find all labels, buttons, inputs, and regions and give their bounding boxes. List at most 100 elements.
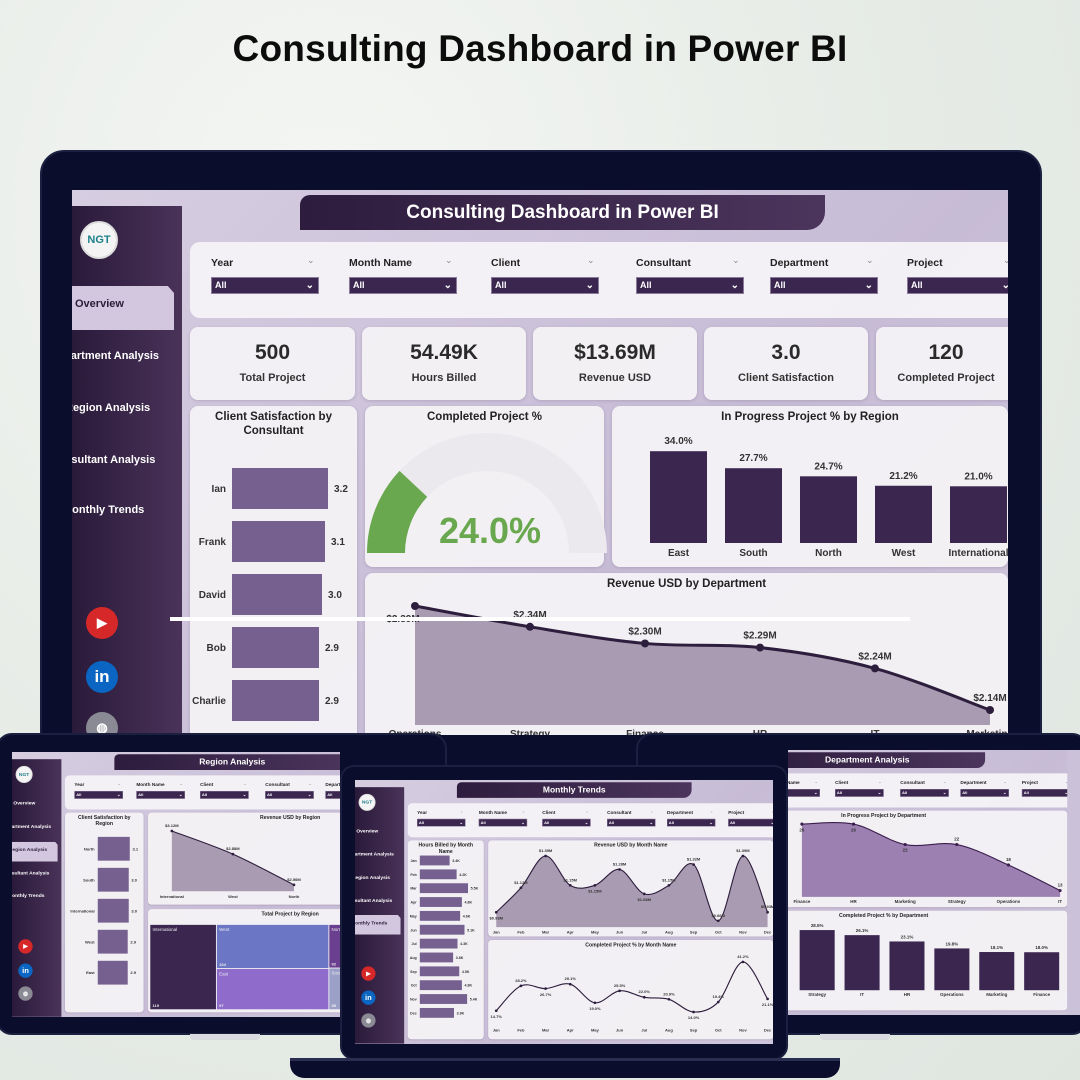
filter-dropdown-client[interactable]: All ⌄: [835, 789, 884, 797]
filter-dropdown-month-name[interactable]: All⌄: [788, 789, 820, 797]
chevron-down-icon: ⌄: [1001, 280, 1008, 291]
sidebar-item-monthly-trends[interactable]: Monthly Trends: [355, 920, 388, 926]
sidebar-item-consultant-analysis[interactable]: Consultant Analysis: [12, 870, 50, 876]
category-label: Feb: [517, 929, 525, 934]
category-label: Jan: [411, 859, 417, 863]
filter-collapse-icon[interactable]: ⌄: [771, 809, 773, 814]
category-label: HR: [850, 899, 857, 904]
category-label: Operations: [389, 729, 442, 735]
filter-dropdown-year[interactable]: All ⌄: [211, 277, 319, 294]
category-label: May: [591, 1028, 600, 1033]
filter-collapse-icon[interactable]: ⌄: [1003, 779, 1007, 784]
sidebar-item-monthly-trends[interactable]: Monthly Trends: [72, 504, 145, 516]
filter-dropdown-client[interactable]: All ⌄: [542, 818, 591, 827]
sidebar: NGT Overview Department Analysis Region Ana…: [355, 787, 405, 1044]
linkedin-icon[interactable]: in: [86, 661, 118, 693]
filter-dropdown-department[interactable]: All⌄: [960, 789, 1009, 797]
data-label: 4.6K: [463, 914, 471, 918]
globe-icon[interactable]: ◍: [18, 986, 33, 1001]
data-point: [526, 622, 534, 631]
filter-dropdown-consultant[interactable]: All ⌄: [900, 789, 949, 797]
filter-dropdown-project[interactable]: All ⌄: [907, 277, 1008, 294]
nav-active-highlight: [12, 841, 58, 862]
filter-dropdown-project[interactable]: All ⌄: [728, 818, 773, 827]
youtube-icon[interactable]: ▶: [361, 966, 376, 981]
filter-dropdown-year[interactable]: All ⌄: [74, 791, 123, 799]
filter-collapse-icon[interactable]: ⌄: [587, 255, 595, 265]
sidebar-item-department-analysis[interactable]: Department Analysis: [12, 823, 52, 830]
data-label: 5.1K: [467, 928, 475, 932]
youtube-icon[interactable]: ▶: [86, 607, 118, 639]
filter-dropdown-consultant[interactable]: All ⌄: [636, 277, 744, 294]
filter-collapse-icon[interactable]: ⌄: [117, 781, 121, 786]
filter-collapse-icon[interactable]: ⌄: [878, 779, 882, 784]
filter-collapse-icon[interactable]: ⌄: [866, 255, 874, 265]
linkedin-icon[interactable]: in: [361, 990, 376, 1005]
gauge-fill: [367, 470, 428, 553]
data-label: $1.15M: [588, 888, 602, 893]
region-analysis-screen: NGT Overview Department Analysis Region Ana…: [12, 752, 340, 1017]
sidebar-item-region-analysis[interactable]: Region Analysis: [12, 847, 48, 853]
filter-collapse-icon[interactable]: ⌄: [732, 255, 740, 265]
filter-collapse-icon[interactable]: ⌄: [814, 779, 818, 784]
data-label: 4.2K: [459, 873, 467, 877]
filter-value: All: [76, 792, 82, 797]
filter-collapse-icon[interactable]: ⌄: [943, 779, 947, 784]
filter-collapse-icon[interactable]: ⌄: [460, 809, 464, 814]
data-label: 26: [851, 827, 856, 832]
filter-collapse-icon[interactable]: ⌄: [521, 809, 526, 814]
bar: [1024, 952, 1060, 991]
filter-dropdown-client[interactable]: All ⌄: [491, 277, 599, 294]
filter-collapse-icon[interactable]: ⌄: [650, 809, 654, 814]
sidebar-item-region-analysis[interactable]: Region Analysis: [355, 874, 390, 881]
filter-dropdown-project[interactable]: All ⌄: [1021, 789, 1068, 797]
filter-dropdown-department[interactable]: All⌄: [770, 277, 878, 294]
sidebar-item-overview[interactable]: Overview: [356, 828, 379, 834]
filter-collapse-icon[interactable]: ⌄: [585, 809, 589, 814]
data-point: [766, 997, 769, 1001]
filter-collapse-icon[interactable]: ⌄: [445, 255, 453, 265]
filter-dropdown-month-name[interactable]: All⌄: [136, 791, 185, 799]
sidebar-item-department-analysis[interactable]: Department Analysis: [72, 350, 160, 362]
filter-dropdown-consultant[interactable]: All ⌄: [607, 818, 656, 827]
globe-icon[interactable]: ◍: [361, 1013, 376, 1028]
linkedin-icon[interactable]: in: [18, 963, 33, 978]
data-point: [519, 984, 523, 988]
bar: [875, 485, 932, 543]
filter-collapse-icon[interactable]: ⌄: [307, 255, 315, 265]
sidebar-item-consultant-analysis[interactable]: Consultant Analysis: [355, 898, 393, 904]
filter-dropdown-year[interactable]: All ⌄: [417, 818, 466, 827]
filter-collapse-icon[interactable]: ⌄: [709, 809, 714, 814]
bar: [725, 468, 782, 543]
data-label: 20.9%: [663, 991, 675, 996]
filter-dropdown-month-name[interactable]: All⌄: [478, 818, 528, 827]
filter-dropdown-consultant[interactable]: All ⌄: [265, 791, 314, 799]
data-label: 23.1%: [901, 934, 914, 939]
laptop-region-stand: [190, 1034, 260, 1040]
globe-icon[interactable]: ◍: [86, 712, 118, 735]
filter-collapse-icon[interactable]: ⌄: [179, 781, 183, 786]
data-label: $1.15M: [662, 877, 676, 882]
filter-collapse-icon[interactable]: ⌄: [1003, 255, 1008, 265]
filter-panel: Year ⌄ All ⌄ Month Name ⌄ All ⌄ Client ⌄ All ⌄ Consu…: [190, 242, 1008, 318]
sidebar-item-consultant-analysis[interactable]: Consultant Analysis: [72, 454, 156, 466]
sidebar-item-monthly-trends[interactable]: Monthly Trends: [12, 892, 45, 899]
sidebar-item-region-analysis[interactable]: Region Analysis: [72, 402, 151, 414]
filter-dropdown-client[interactable]: All ⌄: [200, 791, 249, 799]
youtube-icon[interactable]: ▶: [18, 939, 33, 954]
filter-value: All: [902, 790, 908, 795]
filter-collapse-icon[interactable]: ⌄: [1065, 779, 1067, 784]
filter-dropdown-month-name[interactable]: All⌄: [349, 277, 457, 294]
category-label: Strategy: [948, 899, 966, 904]
kpi-value: 3.0: [771, 341, 801, 364]
filter-collapse-icon[interactable]: ⌄: [243, 781, 247, 786]
data-label: $2.24M: [858, 651, 891, 662]
sidebar-item-overview[interactable]: Overview: [75, 298, 124, 310]
chart-title: Completed Project % by Department: [839, 912, 929, 919]
filter-collapse-icon[interactable]: ⌄: [308, 781, 312, 786]
revenue-by-region-chart: Revenue USD by Region $3.12M International…: [148, 812, 340, 905]
filter-dropdown-department[interactable]: All⌄: [325, 791, 340, 799]
filter-dropdown-department[interactable]: All⌄: [667, 818, 716, 827]
sidebar-item-department-analysis[interactable]: Department Analysis: [355, 851, 394, 857]
sidebar-item-overview[interactable]: Overview: [13, 800, 36, 806]
